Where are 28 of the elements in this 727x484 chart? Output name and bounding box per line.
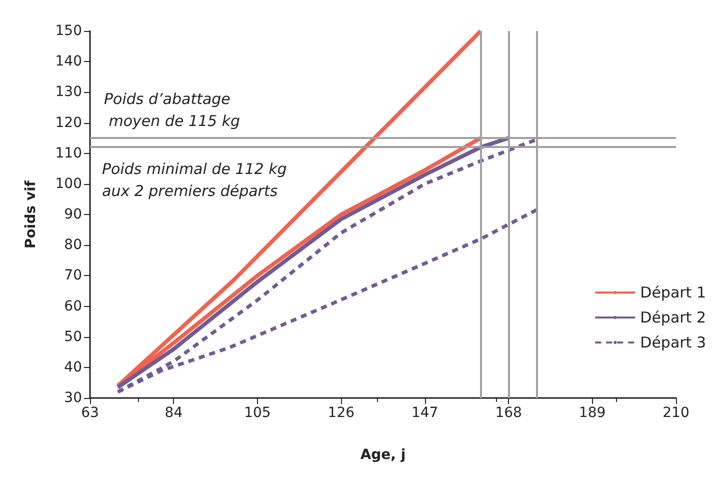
legend-label: Départ 1: [640, 284, 706, 302]
y-tick-label: 140: [55, 54, 82, 70]
x-tick-label: 63: [81, 405, 99, 421]
x-tick-label: 210: [662, 405, 690, 421]
legend-label: Départ 3: [640, 334, 706, 352]
x-axis-title: Age, j: [360, 447, 406, 463]
y-axis-title: Poids vif: [23, 180, 39, 248]
y-tick-label: 80: [64, 237, 82, 254]
y-tick-label: 100: [55, 176, 82, 192]
annotation: Poids minimal de 112 kg aux 2 premiers départs: [102, 160, 287, 200]
y-tick-label: 70: [64, 268, 82, 284]
y-tick-label: 60: [64, 298, 82, 314]
x-tick-label: 84: [164, 405, 183, 421]
annotation: Poids d’abattage moyen de 115 kg: [104, 90, 240, 130]
y-tick-label: 150: [55, 23, 82, 39]
y-tick-label: 50: [64, 328, 82, 345]
y-tick-label: 90: [64, 206, 82, 222]
x-tick-label: 126: [328, 405, 355, 421]
y-tick-label: 120: [55, 114, 82, 131]
legend-label: Départ 2: [640, 308, 706, 326]
x-tick-label: 189: [578, 405, 606, 421]
x-tick-label: 105: [244, 405, 271, 421]
y-tick-label: 110: [55, 145, 82, 162]
x-tick-label: 168: [495, 405, 522, 421]
y-tick-label: 130: [55, 84, 82, 100]
y-tick-label: 30: [64, 390, 82, 406]
y-tick-label: 40: [64, 359, 82, 376]
x-tick-label: 147: [411, 405, 438, 421]
